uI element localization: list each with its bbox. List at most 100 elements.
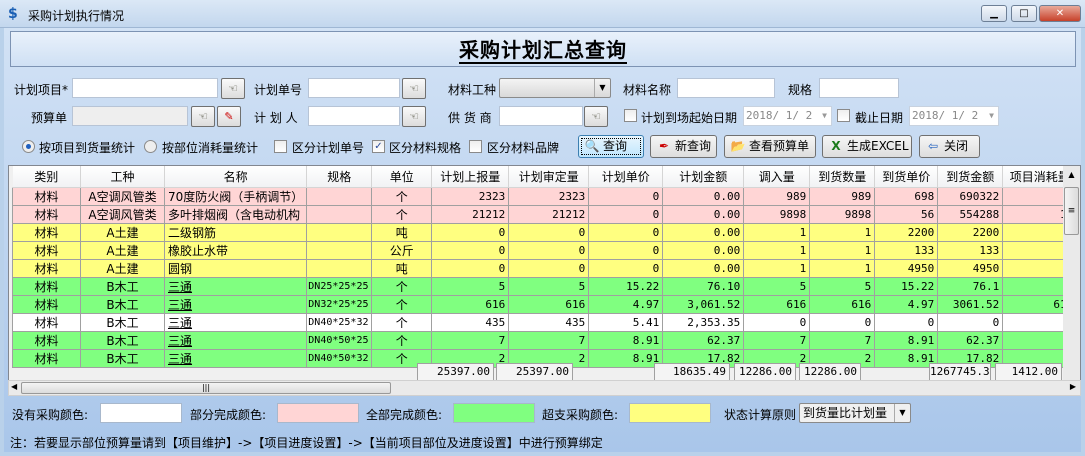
- chevron-down-icon: ▼: [894, 404, 910, 422]
- column-header[interactable]: 计划审定量: [508, 166, 590, 188]
- end-date-checkbox[interactable]: [837, 109, 850, 122]
- budget-pick-button[interactable]: ☜: [191, 106, 215, 127]
- end-date-picker[interactable]: 2018/ 1/ 2 ▼: [909, 106, 999, 126]
- start-date-picker[interactable]: 2018/ 1/ 2 ▼: [743, 106, 832, 126]
- no-purchase-color-swatch[interactable]: [100, 403, 182, 423]
- chevron-down-icon: ▼: [989, 111, 994, 120]
- by-part-radio[interactable]: [144, 140, 157, 153]
- table-row[interactable]: 材料 B木工 三通 DN32*25*25 个 616 616 4.97 3,061.52 616 6…: [12, 294, 1078, 314]
- table-cell: 8.91: [874, 330, 939, 350]
- table-cell: B木工: [80, 276, 165, 296]
- total-plan-approved: 25397.00: [496, 363, 573, 381]
- table-cell: 2200: [937, 222, 1004, 242]
- column-header[interactable]: 单位: [371, 166, 433, 188]
- distinguish-spec-checkbox[interactable]: ✓: [372, 140, 385, 153]
- distinguish-spec-label: 区分材料规格: [389, 141, 462, 155]
- table-cell: 个: [371, 330, 433, 350]
- complete-color-label: 全部完成颜色:: [366, 408, 443, 422]
- close-label: 关闭: [944, 139, 969, 153]
- plan-project-pick-button[interactable]: ☜: [221, 78, 245, 99]
- export-excel-button[interactable]: X 生成EXCEL: [822, 135, 912, 158]
- budget-clear-button[interactable]: ✎: [217, 106, 241, 127]
- query-button[interactable]: 🔍 查询: [578, 135, 644, 158]
- table-cell: 材料: [12, 204, 81, 224]
- column-header[interactable]: 项目消耗量: [1002, 166, 1078, 188]
- column-header[interactable]: 到货数量: [809, 166, 876, 188]
- plan-project-input[interactable]: [72, 78, 218, 98]
- table-row[interactable]: 材料 A空调风管类 70度防火阀（手柄调节）个 2323 2323 0 0.00 989 989…: [12, 186, 1078, 206]
- scroll-left-icon[interactable]: ◀: [11, 382, 18, 391]
- planner-pick-button[interactable]: ☜: [402, 106, 426, 127]
- total-arrived-amount: 1267745.33: [929, 363, 991, 381]
- material-name-input[interactable]: [677, 78, 775, 98]
- view-budget-button[interactable]: 📂 查看预算单: [724, 135, 816, 158]
- distinguish-brand-checkbox[interactable]: [469, 140, 482, 153]
- close-window-button[interactable]: ✕: [1039, 5, 1081, 22]
- by-part-label: 按部位消耗量统计: [162, 141, 259, 155]
- table-cell: 4.97: [588, 294, 664, 314]
- column-header[interactable]: 计划上报量: [431, 166, 510, 188]
- table-cell: DN40*50*25: [306, 330, 373, 350]
- plan-no-pick-button[interactable]: ☜: [402, 78, 426, 99]
- table-cell: 1: [809, 222, 876, 242]
- status-rule-select[interactable]: 到货量比计划量 ▼: [799, 403, 911, 423]
- column-header[interactable]: 到货金额: [937, 166, 1004, 188]
- over-color-swatch[interactable]: [629, 403, 711, 423]
- table-cell: B木工: [80, 312, 165, 332]
- table-cell: 56: [874, 204, 939, 224]
- column-header[interactable]: 计划金额: [662, 166, 745, 188]
- budget-input[interactable]: [72, 106, 188, 126]
- material-type-select[interactable]: ▼: [499, 78, 611, 98]
- horizontal-scroll-thumb[interactable]: |||: [21, 382, 391, 394]
- table-row[interactable]: 材料 B木工 三通 DN25*25*25 个 5 5 15.22 76.10 5 5 15.22 76.…: [12, 276, 1078, 296]
- vertical-scrollbar[interactable]: ▲ ≡ ▼: [1063, 166, 1080, 394]
- table-row[interactable]: 材料 B木工 三通 DN40*50*25 个 7 7 8.91 62.37 7 7 8.91 62.37…: [12, 330, 1078, 350]
- supplier-pick-button[interactable]: ☜: [584, 106, 608, 127]
- by-project-radio[interactable]: [22, 140, 35, 153]
- column-header[interactable]: 规格: [306, 166, 373, 188]
- column-header[interactable]: 类别: [12, 166, 81, 188]
- new-query-button[interactable]: ✒ 新查询: [650, 135, 717, 158]
- table-cell: 2323: [431, 186, 510, 206]
- summary-table: 类别 工种 名称 规格 单位 计划上报量 计划审定量 计划单价 计划金额 调入量 到货数量 到货单价到…: [12, 166, 1078, 368]
- by-project-label: 按项目到货量统计: [39, 141, 136, 155]
- plan-no-input[interactable]: [308, 78, 400, 98]
- start-date-checkbox[interactable]: [624, 109, 637, 122]
- table-row[interactable]: 材料 B木工 三通 DN40*50*32 个 2 2 8.91 17.82 2 2 8.91 17.82…: [12, 348, 1078, 368]
- supplier-input[interactable]: [499, 106, 583, 126]
- partial-color-swatch[interactable]: [277, 403, 359, 423]
- complete-color-swatch[interactable]: [453, 403, 535, 423]
- table-cell: 5: [743, 276, 811, 296]
- column-header[interactable]: 计划单价: [588, 166, 664, 188]
- vertical-scroll-thumb[interactable]: ≡: [1064, 187, 1079, 235]
- table-cell: 0: [508, 258, 590, 278]
- scroll-right-icon[interactable]: ▶: [1069, 382, 1076, 391]
- table-cell: 3061.52: [937, 294, 1004, 314]
- table-cell: 8.91: [588, 330, 664, 350]
- scroll-up-icon[interactable]: ▲: [1068, 170, 1075, 179]
- table-cell: 1: [743, 222, 811, 242]
- minimize-button[interactable]: ▁: [981, 5, 1007, 22]
- table-cell: 5: [809, 276, 876, 296]
- table-cell: 76.10: [662, 276, 745, 296]
- spec-input[interactable]: [819, 78, 899, 98]
- column-header[interactable]: 名称: [164, 166, 308, 188]
- column-header[interactable]: 到货单价: [874, 166, 939, 188]
- planner-input[interactable]: [308, 106, 400, 126]
- table-cell: A土建: [80, 258, 165, 278]
- horizontal-scrollbar[interactable]: ◀ ||| ▶: [8, 380, 1081, 396]
- maximize-button[interactable]: □: [1011, 5, 1037, 22]
- column-header[interactable]: 工种: [80, 166, 165, 188]
- table-row[interactable]: 材料 A空调风管类 多叶排烟阀（含电动机构个 21212 21212 0 0.00 9898 9…: [12, 204, 1078, 224]
- end-date-label: 截止日期: [855, 111, 904, 125]
- distinguish-plan-no-checkbox[interactable]: [274, 140, 287, 153]
- table-cell: 2323: [508, 186, 590, 206]
- close-button[interactable]: ⇦ 关闭: [919, 135, 980, 158]
- table-row[interactable]: 材料 B木工 三通 DN40*25*32 个 435 435 5.41 2,353.35 0 0 0 0…: [12, 312, 1078, 332]
- table-cell: 0: [588, 204, 664, 224]
- table-cell: 个: [371, 204, 433, 224]
- column-header[interactable]: 调入量: [743, 166, 811, 188]
